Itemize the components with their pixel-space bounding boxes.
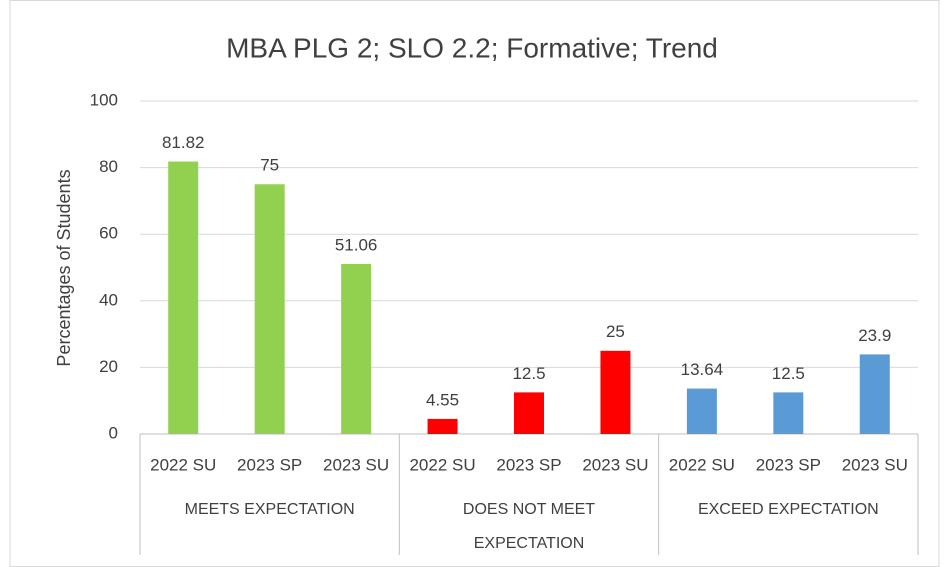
bar <box>859 354 890 434</box>
x-tick-label: 2022 SU <box>150 455 216 474</box>
data-label: 23.9 <box>858 326 891 345</box>
data-label: 13.64 <box>681 360 724 379</box>
bar <box>514 392 544 434</box>
group-label: EXCEED EXPECTATION <box>697 501 879 518</box>
data-label: 12.5 <box>512 364 545 383</box>
group-label: DOES NOT MEET EXPECTATION <box>462 501 596 552</box>
bar <box>600 350 631 434</box>
x-tick-label: 2022 SU <box>669 455 735 474</box>
bar <box>168 161 199 434</box>
y-tick-label: 100 <box>90 90 118 109</box>
x-tick-label: 2023 SU <box>323 455 389 474</box>
y-tick-label: 60 <box>99 224 118 243</box>
x-tick-label: 2023 SP <box>496 455 561 474</box>
y-tick-label: 20 <box>99 357 118 376</box>
data-label: 81.82 <box>162 133 205 152</box>
bar <box>341 263 372 434</box>
data-label: 25 <box>606 322 625 341</box>
chart-title: MBA PLG 2; SLO 2.2; Formative; Trend <box>226 32 718 63</box>
x-tick-label: 2023 SU <box>582 455 648 474</box>
x-tick-label: 2023 SU <box>842 455 908 474</box>
data-label: 4.55 <box>426 390 459 409</box>
y-tick-label: 80 <box>99 157 118 176</box>
bar <box>686 388 717 434</box>
x-tick-label: 2022 SU <box>409 455 475 474</box>
bar <box>427 418 458 434</box>
x-tick-label: 2023 SP <box>756 455 821 474</box>
y-axis-label: Percentages of Students <box>54 169 74 366</box>
group-label: MEETS EXPECTATION <box>184 501 355 518</box>
y-tick-label: 0 <box>109 423 118 442</box>
data-label: 75 <box>260 156 279 175</box>
y-tick-label: 40 <box>99 290 118 309</box>
bar <box>254 184 285 434</box>
x-tick-label: 2023 SP <box>237 455 302 474</box>
data-label: 51.06 <box>335 235 378 254</box>
data-label: 12.5 <box>772 364 805 383</box>
chart-border <box>9 0 940 567</box>
bar <box>773 392 804 434</box>
